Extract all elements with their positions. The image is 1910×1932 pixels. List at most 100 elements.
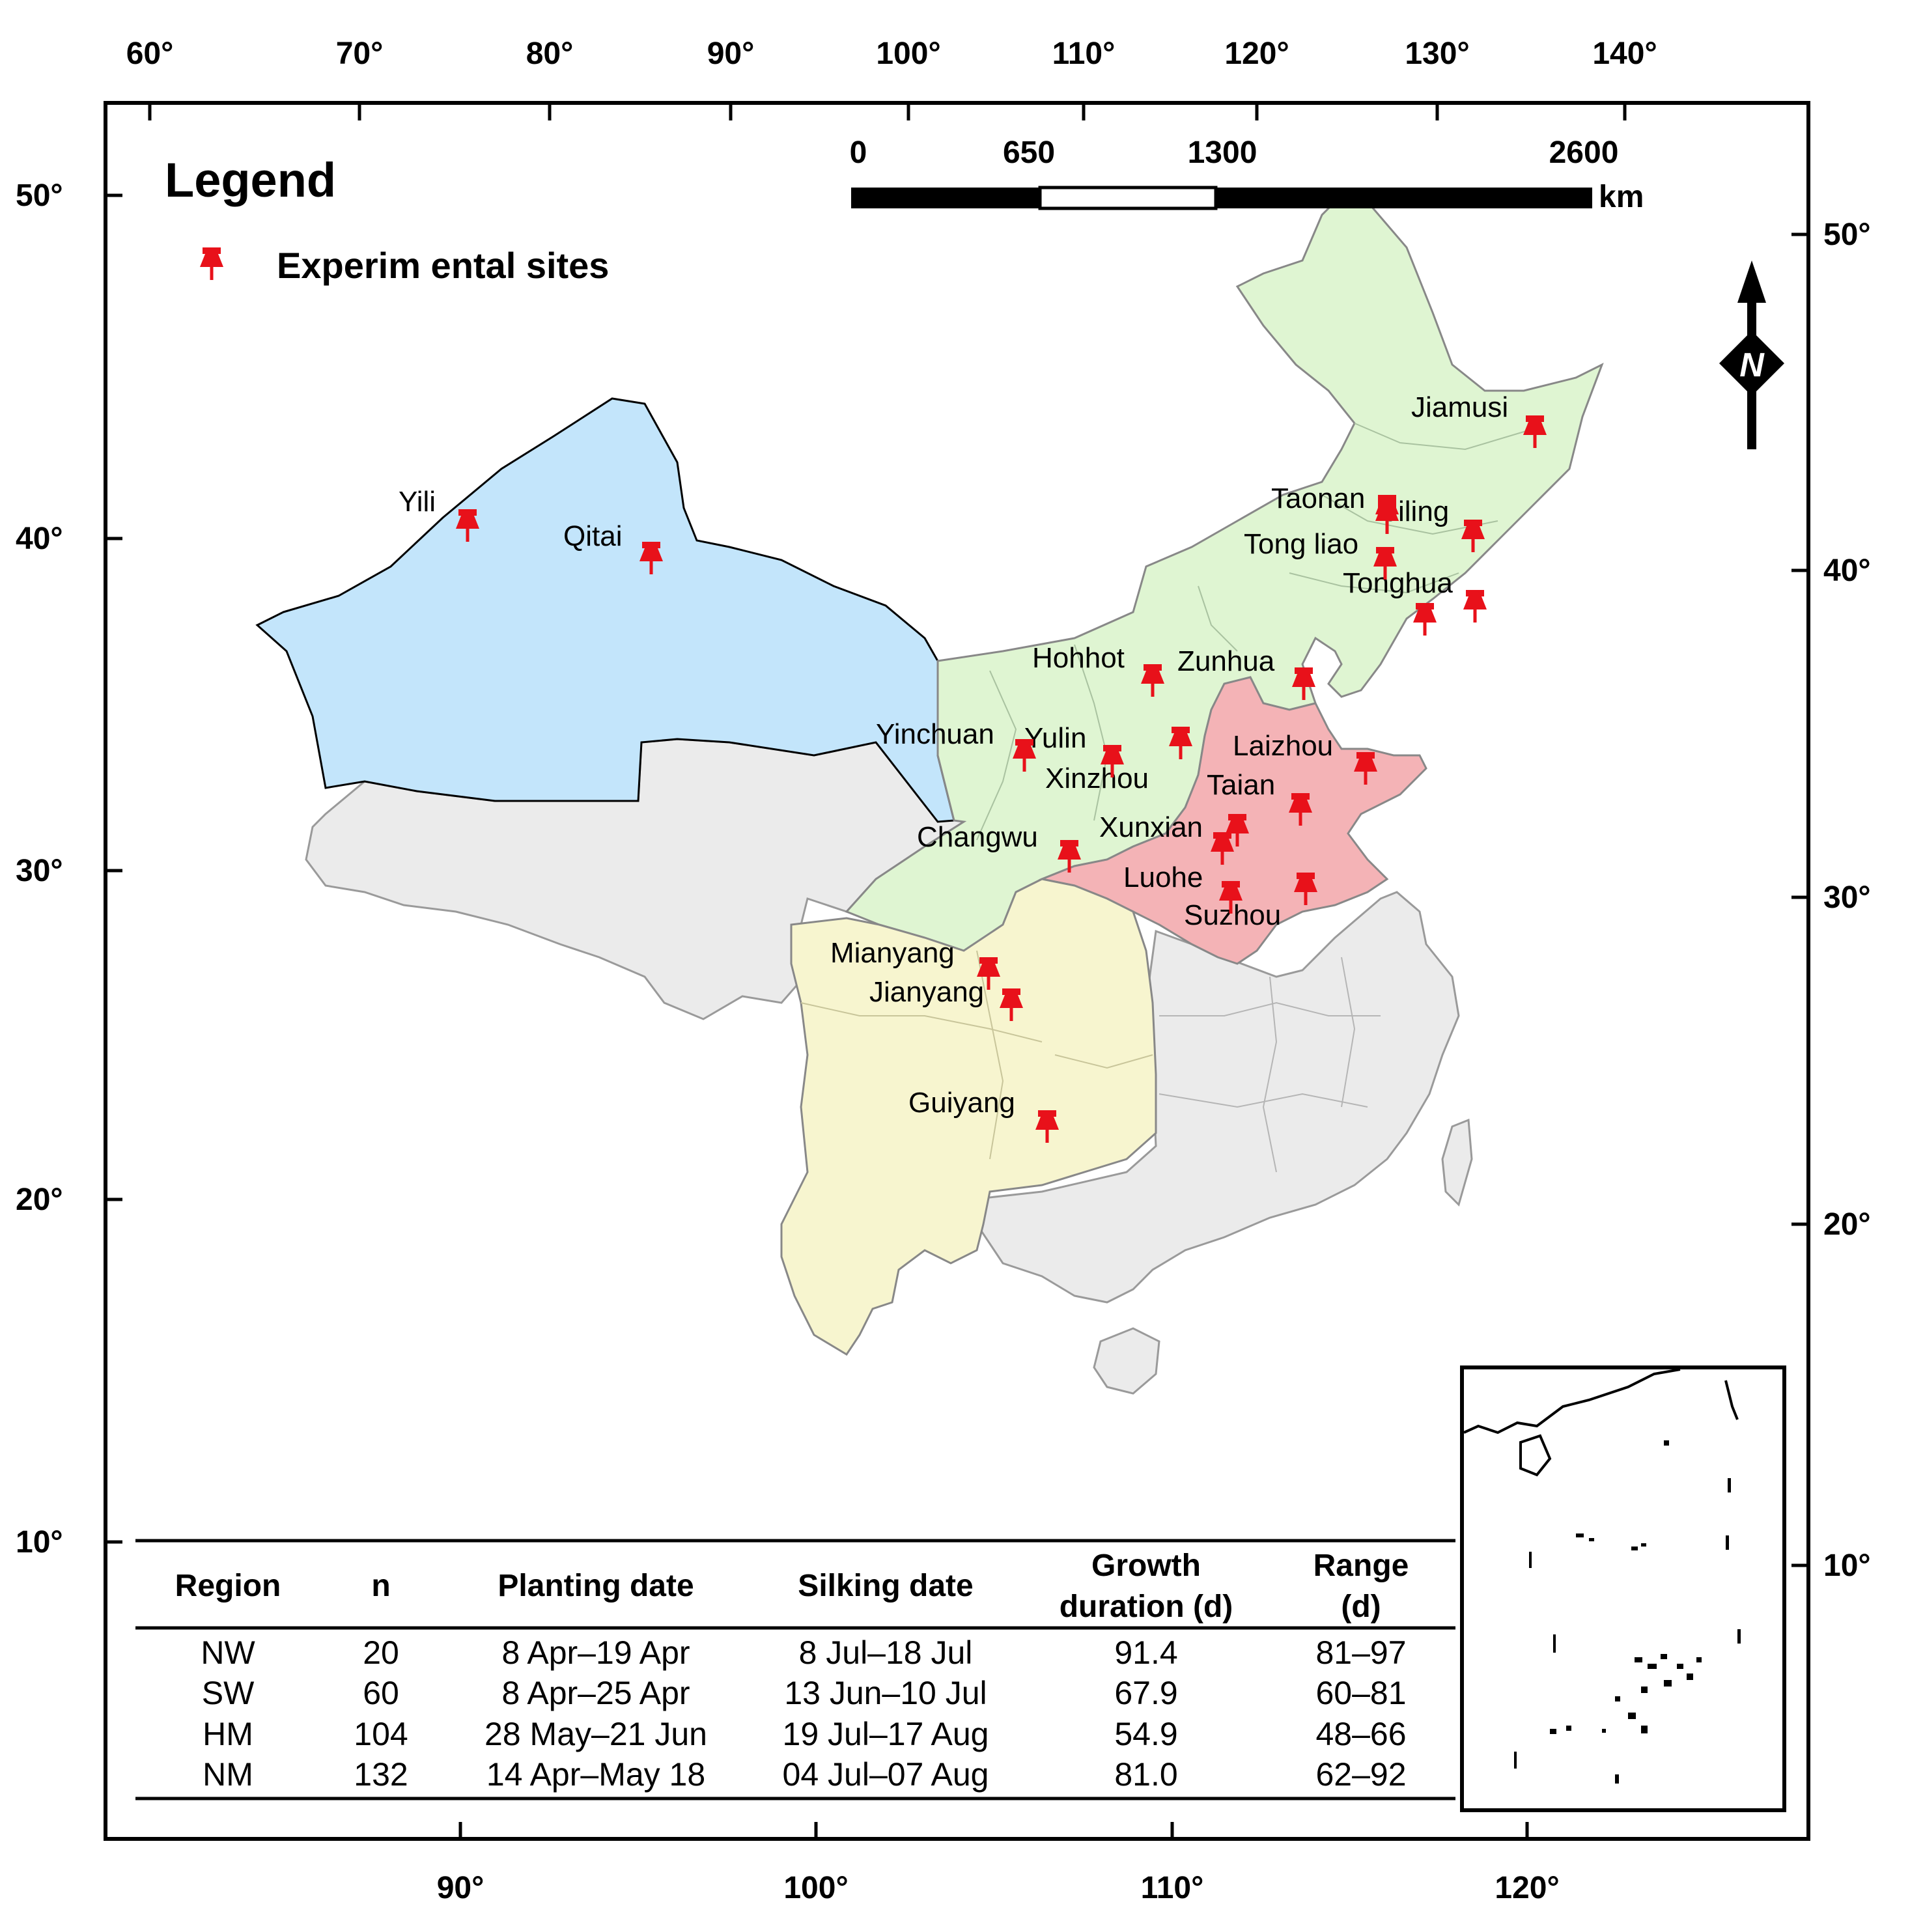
summary-table: Region n Planting date Silking date Grow… <box>135 1539 1455 1800</box>
table-cell: 62–92 <box>1315 1756 1406 1793</box>
site-pushpin-icon <box>1375 495 1399 527</box>
table-cell: 48–66 <box>1315 1716 1406 1752</box>
left-lat-label: 40° <box>16 522 63 556</box>
table-cell: 132 <box>354 1756 408 1793</box>
site-pushpin-icon <box>1373 547 1397 580</box>
site-pushpin-icon <box>1058 840 1081 873</box>
site-label-jianyang: Jianyang <box>869 976 984 1008</box>
site-label-zunhua: Zunhua <box>1177 645 1275 677</box>
table-header-n: n <box>371 1569 390 1603</box>
legend-pushpin-icon <box>200 247 223 280</box>
site-label-luohe: Luohe <box>1123 861 1203 893</box>
site-label-qitai: Qitai <box>563 520 622 552</box>
site-pushpin-icon <box>1289 793 1312 826</box>
table-header-growth-2: duration (d) <box>1060 1589 1233 1624</box>
table-cell: 60 <box>363 1675 399 1711</box>
site-label-hohhot: Hohhot <box>1032 642 1125 674</box>
scale-unit-label: km <box>1599 180 1644 214</box>
top-lon-label: 120° <box>1224 36 1289 71</box>
site-pushpin-icon <box>1211 832 1234 865</box>
top-lon-label: 60° <box>126 36 174 71</box>
site-label-guiyang: Guiyang <box>908 1087 1015 1119</box>
bottom-lon-label: 120° <box>1495 1871 1559 1905</box>
top-lon-label: 110° <box>1052 36 1116 71</box>
site-pushpin-icon <box>1101 745 1124 777</box>
site-pushpin-icon <box>1354 752 1377 785</box>
site-label-tonghua: Tonghua <box>1343 567 1453 599</box>
site-pushpin-icon <box>456 509 479 542</box>
table-cell: 60–81 <box>1315 1675 1406 1711</box>
scale-tick-label: 650 <box>1003 135 1055 170</box>
table-header-growth-1: Growth <box>1091 1548 1201 1583</box>
legend-title: Legend <box>165 153 336 207</box>
site-label-tongliao: Tong liao <box>1244 528 1358 560</box>
bottom-lon-label: 110° <box>1141 1871 1204 1905</box>
region-sw <box>780 878 1157 1356</box>
table-cell: 28 May–21 Jun <box>485 1716 707 1752</box>
site-pins <box>456 415 1547 1143</box>
site-label-suzhou: Suzhou <box>1184 899 1281 931</box>
top-lon-label: 90° <box>707 36 755 71</box>
island-taiwan <box>1441 1118 1473 1207</box>
table-cell: 54.9 <box>1114 1716 1177 1752</box>
site-pushpin-icon <box>1141 664 1164 697</box>
top-lon-label: 70° <box>336 36 384 71</box>
table-cell: 13 Jun–10 Jul <box>784 1675 987 1711</box>
right-lat-label: 20° <box>1823 1207 1871 1242</box>
left-axis-ticks <box>105 193 122 1544</box>
site-label-taonan: Taonan <box>1271 483 1365 514</box>
top-axis-ticks <box>148 103 1627 120</box>
table-cell: 67.9 <box>1114 1675 1177 1711</box>
table-cell: 104 <box>354 1716 408 1752</box>
scale-tick-label: 0 <box>850 135 867 170</box>
site-label-yinchuan: Yinchuan <box>876 718 994 750</box>
left-lat-label: 50° <box>16 178 63 213</box>
right-lat-label: 30° <box>1823 880 1871 915</box>
site-pushpin-icon <box>1169 727 1192 759</box>
north-letter: N <box>1739 346 1765 384</box>
map-frame <box>104 101 1810 1841</box>
table-header-region: Region <box>175 1569 281 1603</box>
site-pushpin-icon <box>639 542 663 574</box>
table-cell: 8 Jul–18 Jul <box>799 1634 973 1671</box>
table-cell: SW <box>202 1675 255 1711</box>
table-cell: 91.4 <box>1114 1634 1177 1671</box>
table-cell: 8 Apr–25 Apr <box>501 1675 690 1711</box>
top-lon-label: 80° <box>526 36 574 71</box>
scale-bar: 0 650 1300 2600 km <box>850 135 1644 214</box>
site-pushpin-icon <box>1461 520 1485 552</box>
site-label-mianyang: Mianyang <box>830 937 955 969</box>
legend-item-label: Experim ental sites <box>277 245 609 286</box>
right-lat-label: 40° <box>1823 553 1871 588</box>
top-lon-label: 140° <box>1592 36 1657 71</box>
site-label-yulin: Yulin <box>1024 722 1086 754</box>
left-lat-label: 30° <box>16 854 63 888</box>
table-cell: 14 Apr–May 18 <box>486 1756 705 1793</box>
top-lon-label: 100° <box>876 36 940 71</box>
inset-islands <box>1514 1440 1741 1784</box>
province-borders-sw <box>800 950 1153 1160</box>
site-pushpin-icon <box>1226 814 1249 847</box>
top-lon-label: 130° <box>1405 36 1469 71</box>
table-cell: 81–97 <box>1315 1634 1406 1671</box>
table-cell: NM <box>203 1756 253 1793</box>
bottom-axis-ticks <box>458 1822 1529 1839</box>
site-pushpin-icon <box>1294 873 1317 905</box>
left-lat-label: 20° <box>16 1183 63 1217</box>
site-pushpin-icon <box>1013 739 1036 772</box>
scale-tick-label: 1300 <box>1188 135 1257 170</box>
site-pushpin-icon <box>1219 881 1243 914</box>
site-label-xunxian: Xunxian <box>1099 811 1203 843</box>
site-label-changwu: Changwu <box>917 821 1038 853</box>
site-pushpin-icon <box>977 957 1000 990</box>
bottom-lon-label: 90° <box>437 1871 485 1905</box>
site-pushpin-icon <box>1292 667 1315 700</box>
site-label-jiamusi: Jiamusi <box>1411 391 1508 423</box>
site-pushpin-icon <box>1000 988 1023 1021</box>
left-lat-label: 10° <box>16 1525 63 1560</box>
site-pushpin-icon <box>1523 415 1547 448</box>
site-pushpin-icon <box>1035 1110 1059 1143</box>
table-cell: 04 Jul–07 Aug <box>783 1756 989 1793</box>
